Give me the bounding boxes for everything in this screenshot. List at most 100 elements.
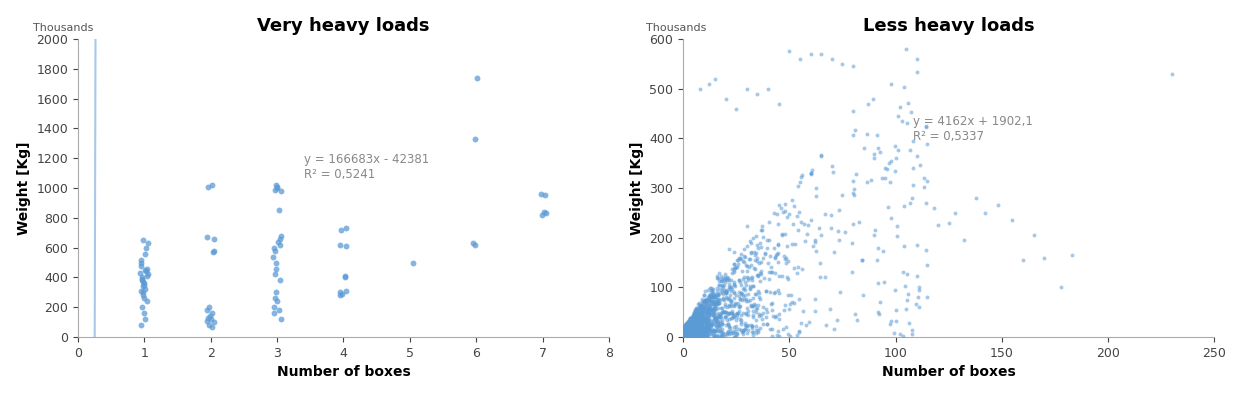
Point <box>204 319 224 326</box>
Point <box>679 331 699 337</box>
Point <box>674 324 694 331</box>
Point <box>691 302 711 308</box>
Point <box>700 324 720 330</box>
Point <box>696 315 716 322</box>
Point <box>689 314 709 320</box>
Point <box>845 126 865 133</box>
Point <box>686 312 706 318</box>
Point <box>687 321 707 327</box>
Point <box>692 306 712 312</box>
Point <box>684 315 704 322</box>
Point <box>696 298 716 304</box>
Point <box>674 329 694 335</box>
Point <box>718 295 738 301</box>
Point <box>745 301 764 307</box>
Point <box>805 296 825 302</box>
Point <box>696 333 716 339</box>
Point <box>679 321 699 327</box>
Point <box>743 283 763 289</box>
Point <box>674 328 694 335</box>
Point <box>900 147 920 153</box>
Point <box>682 322 702 329</box>
Point <box>701 328 721 334</box>
Point <box>791 56 810 62</box>
Point <box>742 328 762 335</box>
Point <box>676 324 696 330</box>
Point <box>810 259 830 266</box>
Point <box>707 322 727 329</box>
Point <box>682 325 702 331</box>
Point <box>835 228 855 235</box>
Point <box>687 312 707 318</box>
Point <box>706 306 726 312</box>
Point <box>689 322 709 328</box>
Point <box>697 326 717 332</box>
Point <box>685 321 705 327</box>
Point <box>695 308 715 314</box>
Point <box>702 286 722 293</box>
Point <box>692 324 712 331</box>
Point <box>702 329 722 335</box>
Point <box>681 323 701 329</box>
Point <box>687 329 707 335</box>
Point <box>725 313 745 320</box>
Point <box>695 325 715 331</box>
Point <box>710 314 730 320</box>
Point <box>336 287 355 294</box>
Point <box>674 333 694 340</box>
Point <box>694 326 713 332</box>
Point <box>682 313 702 319</box>
Point <box>685 330 705 337</box>
Point <box>699 306 718 312</box>
Point <box>686 331 706 338</box>
Point <box>686 326 706 333</box>
Point <box>904 165 924 171</box>
Point <box>686 309 706 316</box>
Point <box>777 273 797 280</box>
Point <box>681 323 701 329</box>
Point <box>677 328 697 334</box>
Point <box>686 324 706 331</box>
Point <box>707 298 727 304</box>
Point <box>692 305 712 311</box>
Point <box>725 333 745 339</box>
Point <box>680 322 700 328</box>
Point <box>681 316 701 323</box>
Point <box>704 308 723 314</box>
Point <box>135 286 155 293</box>
Point <box>697 294 717 300</box>
Point <box>746 327 766 333</box>
Point <box>695 324 715 330</box>
Point <box>717 304 737 310</box>
Point <box>722 315 742 322</box>
Point <box>713 296 733 303</box>
Point <box>762 326 782 332</box>
Point <box>676 333 696 339</box>
Point <box>704 291 723 298</box>
Point <box>682 330 702 336</box>
Point <box>674 331 694 337</box>
Point <box>701 322 721 328</box>
Point <box>682 322 702 328</box>
Point <box>680 320 700 327</box>
Point <box>677 319 697 325</box>
Point <box>722 266 742 272</box>
Point <box>742 277 762 283</box>
Point <box>733 296 753 302</box>
Point <box>332 291 352 297</box>
Point <box>689 308 709 315</box>
Point <box>677 323 697 329</box>
Point <box>715 331 735 337</box>
Point <box>750 270 769 276</box>
Point <box>674 330 694 336</box>
Point <box>679 319 699 326</box>
Point <box>753 310 773 316</box>
Point <box>679 324 699 330</box>
Point <box>692 299 712 306</box>
Point <box>1013 257 1033 263</box>
Point <box>705 329 725 335</box>
Point <box>675 328 695 334</box>
Point <box>709 327 728 334</box>
Point <box>732 286 752 292</box>
Point <box>680 321 700 327</box>
